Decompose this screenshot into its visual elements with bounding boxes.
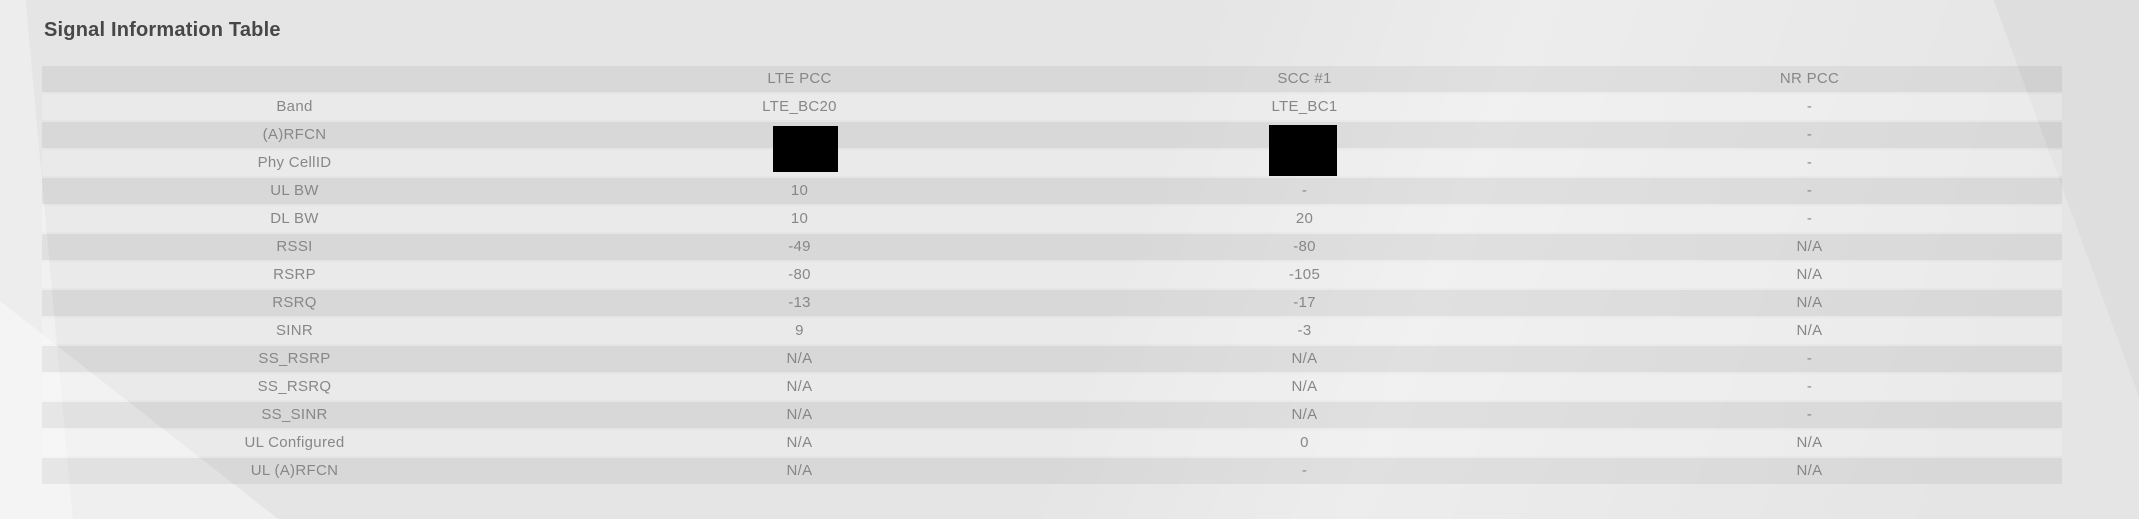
cell-value: -80 bbox=[1293, 238, 1316, 255]
column-header-scc-1: SCC #1 bbox=[1277, 70, 1332, 87]
cell-value: N/A bbox=[1796, 238, 1823, 255]
cell-value: N/A bbox=[1796, 266, 1823, 283]
table-row-ss-rsrp: SS_RSRP N/A N/A - bbox=[42, 346, 2062, 372]
cell-value: -13 bbox=[788, 294, 811, 311]
table-row-ul-configured: UL Configured N/A 0 N/A bbox=[42, 430, 2062, 456]
table-row-phy-cellid: Phy CellID - bbox=[42, 150, 2062, 176]
cell-value: - bbox=[1806, 406, 1813, 423]
row-label: RSSI bbox=[276, 238, 313, 255]
cell-value: 0 bbox=[1300, 434, 1309, 451]
cell-value: -49 bbox=[788, 238, 811, 255]
cell-value: -17 bbox=[1293, 294, 1316, 311]
cell-value: - bbox=[1806, 98, 1813, 115]
cell-value: - bbox=[1806, 154, 1813, 171]
redaction-box-scc-1 bbox=[1269, 125, 1337, 176]
cell-value: N/A bbox=[1796, 322, 1823, 339]
row-label: SS_RSRP bbox=[258, 350, 331, 367]
cell-value: -105 bbox=[1288, 266, 1321, 283]
cell-value: LTE_BC1 bbox=[1271, 98, 1338, 115]
cell-value: 10 bbox=[790, 182, 809, 199]
row-label: RSRP bbox=[273, 266, 316, 283]
row-label: RSRQ bbox=[272, 294, 317, 311]
row-label: Phy CellID bbox=[257, 154, 332, 171]
table-row-ss-rsrq: SS_RSRQ N/A N/A - bbox=[42, 374, 2062, 400]
cell-value: N/A bbox=[786, 406, 813, 423]
cell-value: -80 bbox=[788, 266, 811, 283]
cell-value: N/A bbox=[786, 462, 813, 479]
cell-value: - bbox=[1301, 462, 1308, 479]
row-label: SINR bbox=[275, 322, 314, 339]
cell-value: 20 bbox=[1295, 210, 1314, 227]
row-label: (A)RFCN bbox=[262, 126, 327, 143]
cell-value: N/A bbox=[1291, 406, 1318, 423]
cell-value: - bbox=[1806, 378, 1813, 395]
row-label: DL BW bbox=[270, 210, 319, 227]
table-row-rsrq: RSRQ -13 -17 N/A bbox=[42, 290, 2062, 316]
row-label: UL BW bbox=[270, 182, 319, 199]
table-row-sinr: SINR 9 -3 N/A bbox=[42, 318, 2062, 344]
table-row-ul-bw: UL BW 10 - - bbox=[42, 178, 2062, 204]
cell-value: 10 bbox=[790, 210, 809, 227]
cell-value: N/A bbox=[786, 434, 813, 451]
table-row-rsrp: RSRP -80 -105 N/A bbox=[42, 262, 2062, 288]
row-label: UL (A)RFCN bbox=[250, 462, 339, 479]
table-row-band: Band LTE_BC20 LTE_BC1 - bbox=[42, 94, 2062, 120]
table-row-dl-bw: DL BW 10 20 - bbox=[42, 206, 2062, 232]
cell-value: - bbox=[1806, 350, 1813, 367]
table-row-rssi: RSSI -49 -80 N/A bbox=[42, 234, 2062, 260]
row-label: UL Configured bbox=[244, 434, 345, 451]
cell-value: - bbox=[1806, 126, 1813, 143]
cell-value: N/A bbox=[1796, 294, 1823, 311]
table-row-ul-arfcn: UL (A)RFCN N/A - N/A bbox=[42, 458, 2062, 484]
cell-value: N/A bbox=[1291, 378, 1318, 395]
cell-value: N/A bbox=[1796, 434, 1823, 451]
cell-value: -3 bbox=[1297, 322, 1312, 339]
column-header-labels bbox=[42, 66, 547, 92]
column-header-lte-pcc: LTE PCC bbox=[767, 70, 832, 87]
cell-value: - bbox=[1301, 182, 1308, 199]
column-header-nr-pcc: NR PCC bbox=[1779, 70, 1840, 87]
cell-value: N/A bbox=[1796, 462, 1823, 479]
row-label: SS_RSRQ bbox=[257, 378, 332, 395]
page-title: Signal Information Table bbox=[44, 19, 281, 41]
row-label: Band bbox=[276, 98, 313, 115]
table-header-row: LTE PCC SCC #1 NR PCC bbox=[42, 66, 2062, 92]
redaction-box-lte-pcc bbox=[773, 126, 838, 172]
cell-value: LTE_BC20 bbox=[762, 98, 837, 115]
cell-value: 9 bbox=[795, 322, 804, 339]
table-row-arfcn: (A)RFCN - bbox=[42, 122, 2062, 148]
cell-value: - bbox=[1806, 182, 1813, 199]
cell-value: N/A bbox=[786, 378, 813, 395]
table-row-ss-sinr: SS_SINR N/A N/A - bbox=[42, 402, 2062, 428]
cell-value: - bbox=[1806, 210, 1813, 227]
cell-value: N/A bbox=[1291, 350, 1318, 367]
signal-information-table: LTE PCC SCC #1 NR PCC Band LTE_BC20 LTE_… bbox=[42, 66, 2062, 486]
cell-value: N/A bbox=[786, 350, 813, 367]
row-label: SS_SINR bbox=[261, 406, 328, 423]
